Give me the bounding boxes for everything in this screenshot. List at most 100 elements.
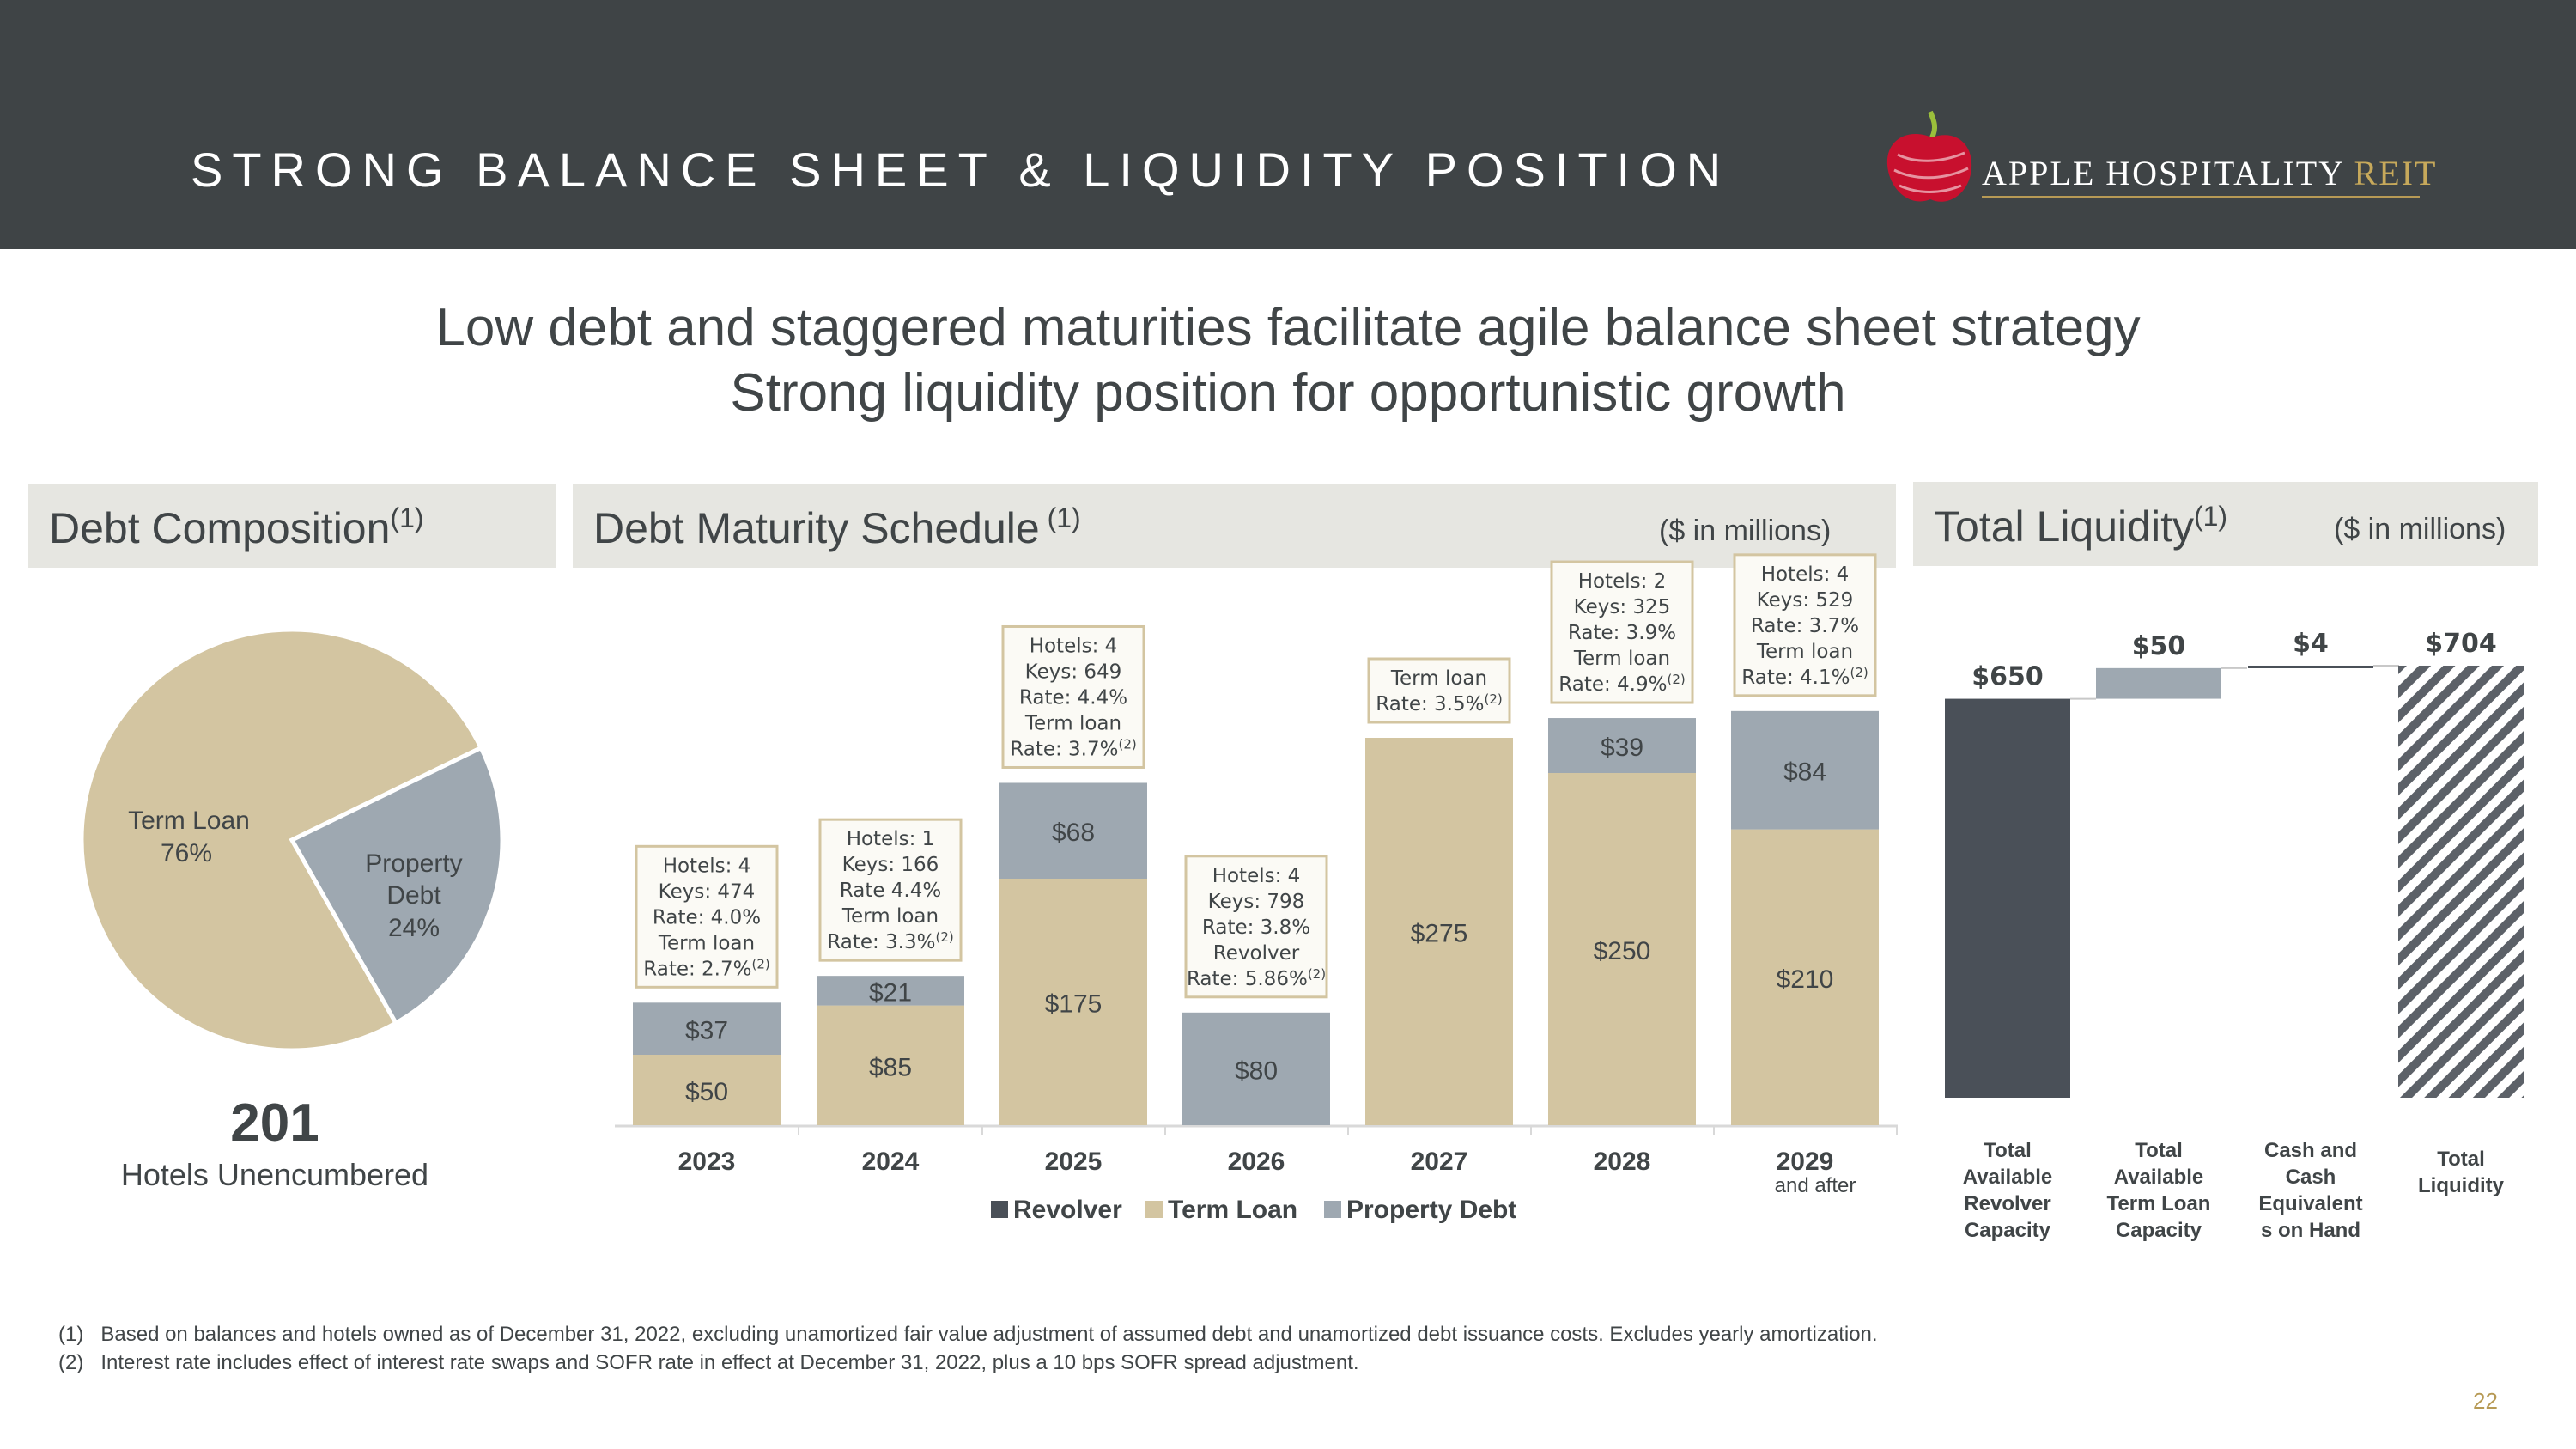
callout-superscript: (2) — [1118, 736, 1136, 752]
legend-label-1: Term Loan — [1168, 1196, 1297, 1224]
liquidity-xlabel-1-1: Available — [2114, 1166, 2204, 1189]
callout-line-2023-0: Hotels: 4 — [663, 855, 751, 877]
liquidity-xlabel-1-2: Term Loan — [2107, 1192, 2211, 1215]
hotels-unencumbered-count: 201 — [230, 1093, 319, 1153]
legend-label-0: Revolver — [1013, 1196, 1122, 1224]
liquidity-bar-0 — [1945, 698, 2070, 1098]
pie-slice-property-debt — [289, 745, 505, 1026]
footnote-1: (1) Based on balances and hotels owned a… — [58, 1323, 1878, 1346]
bar-label-property-debt-2029: $84 — [1783, 758, 1826, 787]
bar-label-term-loan-2028: $250 — [1594, 937, 1651, 965]
callout-line-2023-1: Keys: 474 — [659, 880, 756, 903]
liquidity-bar-2 — [2248, 665, 2373, 668]
page-number: 22 — [2473, 1388, 2498, 1414]
bar-label-property-debt-2024: $21 — [869, 978, 912, 1007]
debt-maturity-units: ($ in millions) — [1659, 514, 1832, 547]
callout-line-2025-2: Rate: 4.4% — [1019, 686, 1127, 709]
callout-box-2029 — [1733, 553, 1877, 697]
liquidity-xlabel-1-3: Capacity — [2116, 1219, 2202, 1242]
liquidity-xlabel-1-0: Total — [2135, 1139, 2183, 1162]
logo-underline — [1982, 196, 2420, 198]
bar-property-debt-2026 — [1182, 1012, 1330, 1125]
callout-line-2028-1: Keys: 325 — [1574, 596, 1671, 618]
callout-line-2029-1: Keys: 529 — [1757, 589, 1854, 612]
liquidity-bar-1 — [2096, 667, 2221, 699]
callout-line-2027-1: Rate: 3.5%(2) — [1376, 691, 1502, 715]
legend-swatch-1 — [1145, 1201, 1163, 1218]
bar-term-loan-2027 — [1365, 738, 1513, 1125]
bar-label-property-debt-2023: $37 — [685, 1017, 728, 1045]
callout-line-2029-2: Rate: 3.7% — [1751, 615, 1859, 637]
liquidity-xlabel-0-2: Revolver — [1964, 1192, 2050, 1215]
bar-term-loan-2023 — [633, 1055, 781, 1125]
bar-label-property-debt-2026: $80 — [1235, 1056, 1278, 1085]
callout-line-2023-3: Term loan — [658, 932, 755, 954]
callout-superscript: (2) — [1308, 966, 1326, 982]
callout-line-2028-2: Rate: 3.9% — [1568, 622, 1676, 644]
maturity-xlabel-2029: 2029 — [1777, 1148, 1834, 1176]
liquidity-value-3: $704 — [2425, 629, 2497, 659]
liquidity-value-1: $50 — [2132, 631, 2186, 661]
callout-line-2026-2: Rate: 3.8% — [1202, 916, 1310, 939]
callout-box-2026 — [1184, 855, 1328, 999]
callout-box-2023 — [635, 844, 779, 989]
callout-line-2026-1: Keys: 798 — [1208, 891, 1305, 913]
pie-pct-property-debt: 24% — [388, 914, 440, 942]
callout-line-2024-0: Hotels: 1 — [847, 828, 935, 850]
legend-swatch-0 — [991, 1201, 1008, 1218]
callout-line-2028-0: Hotels: 2 — [1578, 570, 1667, 593]
total-liquidity-header: Total Liquidity(1) ($ in millions) — [1913, 482, 2538, 566]
header-bar: STRONG BALANCE SHEET & LIQUIDITY POSITIO… — [0, 0, 2576, 249]
bar-term-loan-2025 — [999, 879, 1147, 1125]
liquidity-xlabel-0-3: Capacity — [1965, 1219, 2051, 1242]
bar-property-debt-2028 — [1548, 718, 1696, 773]
callout-line-2024-3: Term loan — [841, 905, 939, 928]
footnote-2: (2) Interest rate includes effect of int… — [58, 1351, 1359, 1374]
liquidity-xlabel-2-1: Cash — [2286, 1166, 2336, 1189]
bar-property-debt-2024 — [817, 976, 964, 1006]
callout-box-2025 — [1001, 624, 1145, 769]
bar-label-term-loan-2024: $85 — [869, 1053, 912, 1081]
debt-composition-title: Debt Composition(1) — [49, 502, 424, 552]
callout-line-2026-0: Hotels: 4 — [1212, 865, 1301, 887]
callout-superscript: (2) — [1484, 691, 1502, 707]
company-logo: APPLE HOSPITALITY REIT — [1880, 103, 2435, 215]
pie-pct-term-loan: 76% — [161, 839, 212, 868]
callout-line-2023-2: Rate: 4.0% — [653, 906, 761, 928]
callout-line-2028-3: Term loan — [1573, 648, 1670, 670]
maturity-xlabel-2023: 2023 — [678, 1148, 736, 1176]
callout-line-2024-4: Rate: 3.3%(2) — [827, 929, 953, 953]
callout-superscript: (2) — [751, 956, 769, 971]
callout-superscript: (2) — [935, 929, 953, 945]
callout-line-2029-0: Hotels: 4 — [1761, 563, 1850, 586]
pie-label-property-debt-2: Debt — [386, 881, 441, 910]
legend-label-2: Property Debt — [1346, 1196, 1516, 1224]
callout-line-2028-4: Rate: 4.9%(2) — [1558, 672, 1685, 696]
bar-label-term-loan-2029: $210 — [1777, 965, 1834, 994]
maturity-xsublabel-2029: and after — [1775, 1174, 1856, 1197]
bar-label-property-debt-2028: $39 — [1601, 734, 1643, 762]
bar-property-debt-2023 — [633, 1002, 781, 1055]
maturity-xlabel-2026: 2026 — [1228, 1148, 1285, 1176]
bar-property-debt-2025 — [999, 782, 1147, 879]
pie-label-term-loan: Term Loan — [128, 807, 250, 835]
callout-line-2029-3: Term loan — [1756, 641, 1853, 663]
liquidity-bar-3 — [2398, 665, 2524, 1098]
maturity-xlabel-2027: 2027 — [1411, 1148, 1468, 1176]
liquidity-xlabel-2-3: s on Hand — [2261, 1219, 2360, 1242]
bar-label-property-debt-2025: $68 — [1052, 819, 1095, 847]
apple-logo-icon — [1886, 110, 1972, 202]
liquidity-xlabel-3-0: Total — [2437, 1148, 2485, 1171]
bar-term-loan-2024 — [817, 1005, 964, 1125]
liquidity-xlabel-3-1: Liquidity — [2418, 1174, 2505, 1197]
maturity-xlabel-2028: 2028 — [1594, 1148, 1651, 1176]
callout-line-2025-0: Hotels: 4 — [1030, 635, 1118, 657]
legend-swatch-2 — [1324, 1201, 1341, 1218]
liquidity-value-2: $4 — [2293, 629, 2329, 659]
page-title: STRONG BALANCE SHEET & LIQUIDITY POSITIO… — [191, 143, 1731, 197]
callout-line-2029-4: Rate: 4.1%(2) — [1741, 665, 1868, 689]
callout-line-2025-4: Rate: 3.7%(2) — [1010, 736, 1136, 760]
pie-slice-term-loan — [79, 627, 484, 1053]
hotels-unencumbered-label: Hotels Unencumbered — [120, 1157, 429, 1192]
